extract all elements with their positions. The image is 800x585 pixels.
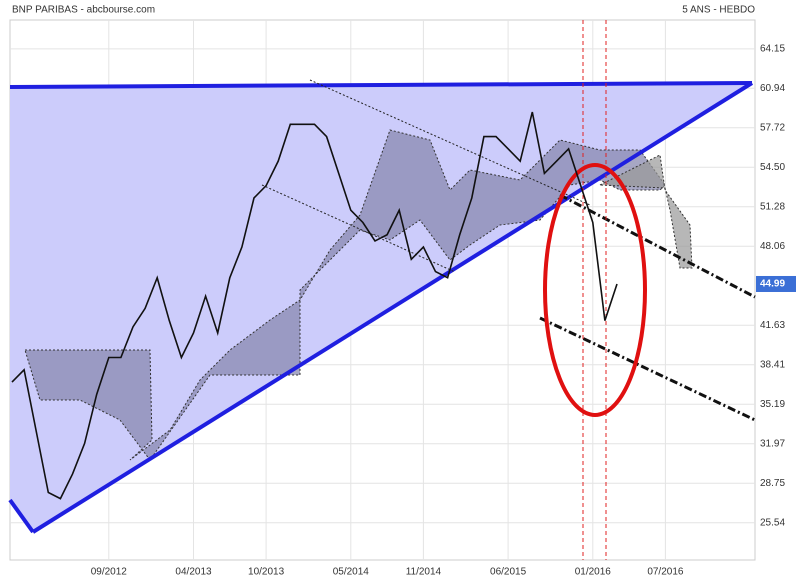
y-tick-label: 31.97 (760, 438, 785, 449)
chart-subtitle: 5 ANS - HEBDO (682, 5, 755, 16)
price-line (11, 111, 618, 500)
y-tick-label: 35.19 (760, 399, 785, 410)
x-tick-label: 10/2013 (248, 567, 285, 578)
chart-title: BNP PARIBAS - abcbourse.com (12, 5, 155, 16)
x-tick-label: 07/2016 (647, 567, 684, 578)
highlight-ellipse (543, 163, 647, 417)
channel-line (559, 193, 756, 299)
y-tick-label: 25.54 (760, 517, 785, 528)
triangle-fill (10, 83, 752, 532)
y-tick-label: 51.28 (760, 201, 785, 212)
x-tick-label: 09/2012 (91, 567, 128, 578)
last-value-box (756, 275, 796, 292)
channel-line (261, 184, 456, 273)
x-tick-label: 05/2014 (333, 567, 370, 578)
channel-line (539, 316, 756, 422)
ichimoku-cloud (24, 129, 666, 461)
y-tick-label: 57.72 (760, 122, 785, 133)
y-tick-label: 60.94 (760, 83, 785, 94)
last-value-label: 44.99 (760, 279, 785, 290)
x-tick-label: 01/2016 (575, 567, 612, 578)
x-tick-label: 04/2013 (175, 567, 212, 578)
x-tick-label: 06/2015 (490, 567, 527, 578)
resistance-line (9, 81, 753, 89)
x-tick-label: 11/2014 (406, 567, 442, 578)
y-tick-label: 38.41 (760, 359, 785, 370)
y-tick-label: 28.75 (760, 478, 785, 489)
y-tick-label: 41.63 (760, 320, 785, 331)
support-line (31, 81, 754, 534)
channel-line (309, 79, 591, 206)
trend-line (8, 498, 35, 534)
y-tick-label: 48.06 (760, 241, 785, 252)
y-tick-label: 54.50 (760, 162, 785, 173)
y-tick-label: 64.15 (760, 43, 785, 54)
